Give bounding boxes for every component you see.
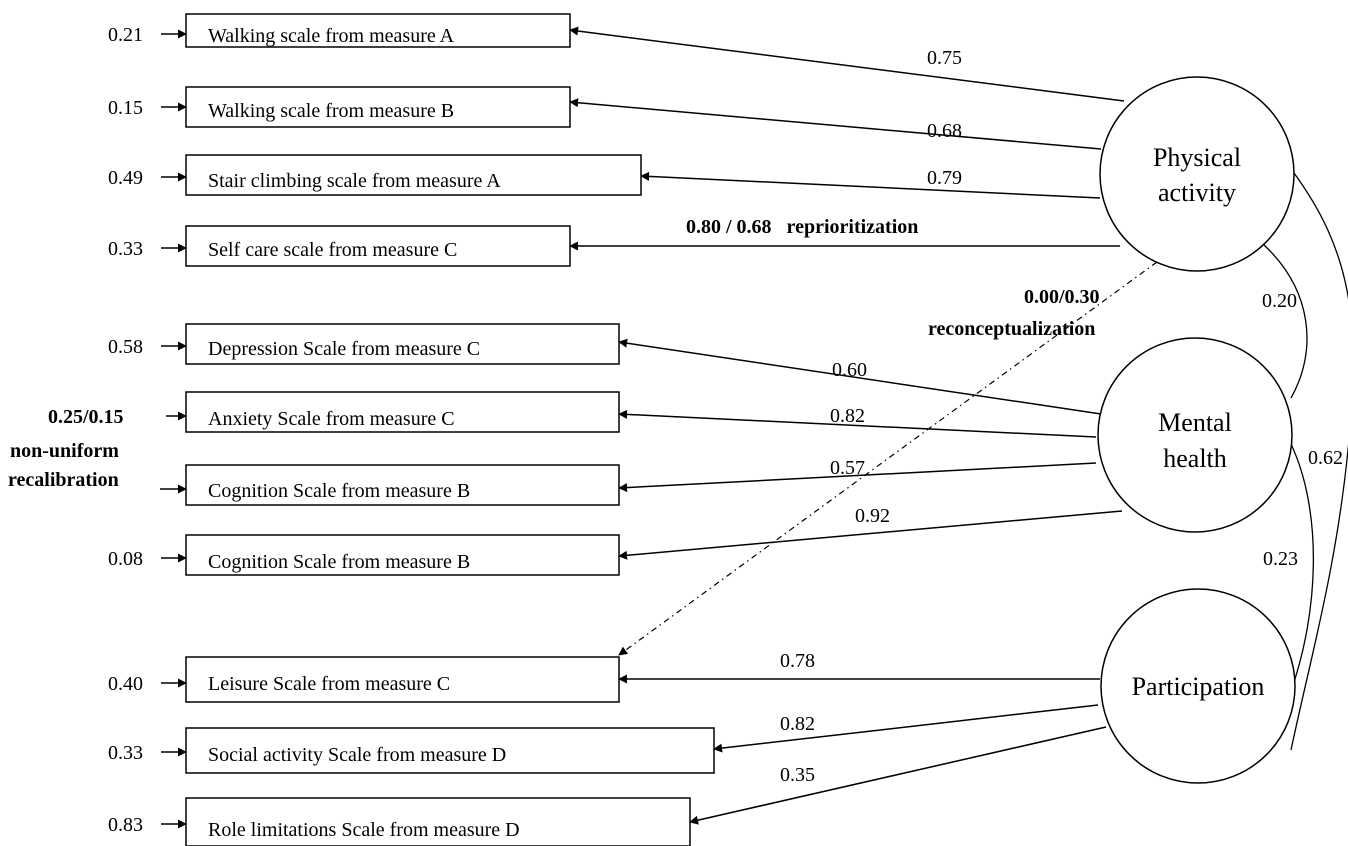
- error-value: 0.49: [108, 167, 143, 189]
- loading-arrow: [569, 26, 1125, 102]
- loading-label: 0.68: [927, 120, 962, 142]
- indicator-label: Cognition Scale from measure B: [208, 551, 470, 573]
- loading-arrow: [618, 510, 1123, 560]
- error-value: 0.83: [108, 814, 143, 836]
- factor-label: Physical: [1153, 143, 1241, 172]
- indicator-walking-b: Walking scale from measure B: [185, 86, 571, 128]
- correlation-label: 0.23: [1263, 548, 1298, 570]
- factor-label: Participation: [1132, 672, 1265, 701]
- indicator-label: Social activity Scale from measure D: [208, 744, 506, 766]
- indicator-role-limitations-d: Role limitations Scale from measure D: [185, 797, 691, 846]
- indicator-label: Anxiety Scale from measure C: [208, 408, 455, 430]
- reprioritization-label: 0.80 / 0.68 reprioritization: [686, 216, 918, 238]
- indicator-label: Cognition Scale from measure B: [208, 480, 470, 502]
- loading-arrow: [569, 98, 1102, 150]
- error-value: 0.08: [108, 548, 143, 570]
- loading-label: 0.82: [780, 713, 815, 735]
- loading-arrow: [713, 704, 1099, 753]
- factor-participation: Participation: [1100, 588, 1296, 784]
- correlation-curve-mental-participation: [1289, 443, 1315, 695]
- indicator-label: Stair climbing scale from measure A: [208, 170, 501, 192]
- indicator-leisure-c: Leisure Scale from measure C: [185, 656, 620, 703]
- correlation-curve-physical-participation: [1290, 172, 1348, 751]
- loading-arrow: [618, 409, 1097, 438]
- loading-arrow: [618, 462, 1097, 493]
- indicator-label: Role limitations Scale from measure D: [208, 819, 520, 841]
- factor-label: health: [1163, 444, 1227, 473]
- loading-label: 0.92: [855, 505, 890, 527]
- indicator-label: Depression Scale from measure C: [208, 338, 480, 360]
- indicator-depression-c: Depression Scale from measure C: [185, 323, 620, 365]
- loading-label: 0.82: [830, 405, 865, 427]
- indicator-self-care-c: Self care scale from measure C: [185, 225, 571, 267]
- indicator-anxiety-c: Anxiety Scale from measure C: [185, 391, 620, 433]
- recalibration-label: non-uniform: [10, 440, 119, 462]
- loading-label: 0.79: [927, 167, 962, 189]
- indicator-label: Walking scale from measure B: [208, 100, 454, 122]
- indicator-social-activity-d: Social activity Scale from measure D: [185, 727, 715, 774]
- factor-physical-activity: Physical activity: [1099, 76, 1295, 272]
- indicator-cognition-b-2: Cognition Scale from measure B: [185, 534, 620, 576]
- correlation-curve-physical-mental: [1263, 244, 1308, 399]
- factor-label: Mental: [1158, 408, 1232, 437]
- indicator-cognition-b-1: Cognition Scale from measure B: [185, 464, 620, 506]
- error-value: 0.58: [108, 336, 143, 358]
- error-value: 0.33: [108, 238, 143, 260]
- loading-arrow: [640, 171, 1101, 199]
- error-value: 0.40: [108, 673, 143, 695]
- recalibration-label: recalibration: [8, 469, 119, 491]
- reconceptualization-arrow: [618, 261, 1158, 656]
- loading-arrow: [618, 338, 1102, 415]
- factor-label: activity: [1158, 178, 1236, 207]
- reconceptualization-value: 0.00/0.30: [1024, 286, 1100, 308]
- loading-label: 0.35: [780, 764, 815, 786]
- loading-arrow: [689, 726, 1107, 825]
- indicator-stair-climbing-a: Stair climbing scale from measure A: [185, 154, 642, 196]
- indicator-label: Self care scale from measure C: [208, 239, 457, 261]
- loading-label: 0.60: [832, 359, 867, 381]
- loading-label: 0.57: [830, 457, 865, 479]
- indicator-label: Walking scale from measure A: [208, 25, 455, 47]
- correlation-label: 0.20: [1262, 290, 1297, 312]
- indicator-label: Leisure Scale from measure C: [208, 673, 450, 695]
- loading-label: 0.75: [927, 47, 962, 69]
- correlation-label: 0.62: [1308, 447, 1343, 469]
- reconceptualization-label: reconceptualization: [928, 318, 1095, 340]
- error-value: 0.15: [108, 97, 143, 119]
- factor-mental-health: Mental health: [1097, 337, 1293, 533]
- error-value: 0.33: [108, 742, 143, 764]
- error-value: 0.21: [108, 24, 143, 46]
- indicator-walking-a: Walking scale from measure A: [185, 13, 571, 48]
- loading-label: 0.78: [780, 650, 815, 672]
- error-value: 0.25/0.15: [48, 406, 124, 428]
